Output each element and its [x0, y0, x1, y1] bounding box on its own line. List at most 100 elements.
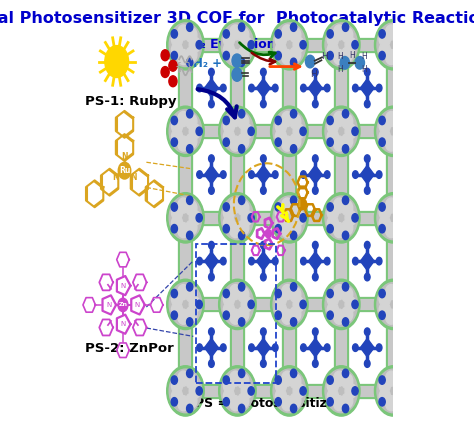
Circle shape [374, 20, 412, 70]
Circle shape [334, 50, 345, 64]
Text: PS-1: Rubpy: PS-1: Rubpy [85, 95, 177, 108]
Circle shape [325, 282, 357, 326]
Circle shape [186, 47, 197, 62]
Circle shape [189, 37, 201, 52]
Circle shape [223, 376, 229, 384]
Circle shape [223, 291, 235, 306]
Circle shape [327, 129, 338, 144]
Circle shape [178, 112, 189, 127]
Circle shape [394, 109, 401, 118]
Circle shape [385, 285, 397, 300]
Circle shape [171, 376, 177, 384]
Circle shape [342, 23, 349, 32]
Circle shape [261, 100, 266, 108]
Circle shape [282, 50, 293, 64]
Circle shape [249, 171, 255, 179]
Circle shape [186, 373, 197, 389]
Circle shape [374, 279, 412, 330]
Circle shape [196, 40, 202, 49]
Text: { }: { } [175, 61, 193, 71]
Circle shape [238, 109, 245, 118]
Circle shape [334, 198, 345, 213]
Circle shape [325, 109, 357, 153]
Circle shape [394, 404, 401, 413]
Text: N: N [135, 302, 140, 308]
Circle shape [187, 109, 193, 118]
Circle shape [301, 257, 306, 265]
Circle shape [178, 50, 189, 64]
Circle shape [186, 114, 197, 129]
Circle shape [221, 23, 254, 67]
Circle shape [186, 27, 197, 43]
Circle shape [230, 112, 241, 127]
Circle shape [248, 127, 254, 136]
Circle shape [300, 387, 306, 395]
Circle shape [186, 220, 197, 235]
Circle shape [379, 302, 391, 317]
Circle shape [404, 300, 410, 309]
Circle shape [379, 289, 385, 298]
Circle shape [237, 373, 249, 389]
Circle shape [223, 116, 229, 125]
Circle shape [327, 376, 333, 384]
Circle shape [377, 196, 410, 240]
Circle shape [301, 171, 306, 179]
Circle shape [238, 231, 245, 240]
Circle shape [209, 187, 214, 195]
Circle shape [238, 318, 245, 326]
Circle shape [290, 200, 301, 216]
Circle shape [241, 37, 252, 52]
Circle shape [290, 373, 301, 389]
Circle shape [322, 193, 360, 243]
Circle shape [300, 213, 306, 222]
Circle shape [290, 133, 301, 149]
Circle shape [379, 397, 385, 406]
Circle shape [186, 306, 197, 322]
Circle shape [118, 298, 128, 312]
Circle shape [352, 387, 358, 395]
Circle shape [385, 223, 397, 238]
Polygon shape [360, 252, 374, 270]
Circle shape [374, 193, 412, 243]
Circle shape [186, 393, 197, 408]
Circle shape [397, 37, 408, 52]
Circle shape [340, 56, 349, 69]
Circle shape [324, 257, 330, 265]
Circle shape [312, 68, 318, 76]
Circle shape [379, 291, 391, 306]
Circle shape [394, 318, 401, 326]
Circle shape [220, 84, 226, 92]
Circle shape [291, 196, 297, 205]
Text: H: H [362, 64, 367, 74]
Circle shape [342, 282, 349, 291]
Circle shape [327, 389, 338, 404]
Circle shape [273, 84, 278, 92]
Circle shape [393, 373, 405, 389]
Circle shape [379, 203, 385, 211]
Circle shape [171, 138, 177, 147]
Circle shape [379, 216, 391, 231]
Circle shape [189, 210, 201, 225]
Circle shape [291, 231, 297, 240]
Circle shape [230, 136, 241, 151]
Circle shape [275, 291, 286, 306]
Circle shape [237, 393, 249, 408]
Circle shape [186, 200, 197, 216]
Circle shape [394, 282, 401, 291]
Circle shape [230, 25, 241, 40]
Circle shape [293, 124, 304, 139]
Circle shape [187, 318, 193, 326]
Circle shape [171, 289, 177, 298]
Circle shape [341, 287, 353, 302]
Circle shape [385, 371, 397, 386]
Circle shape [393, 200, 405, 216]
Circle shape [404, 40, 410, 49]
Circle shape [271, 106, 308, 157]
Circle shape [273, 109, 306, 153]
Circle shape [376, 344, 382, 352]
Circle shape [327, 289, 333, 298]
Circle shape [271, 366, 308, 416]
Circle shape [282, 198, 293, 213]
Circle shape [404, 213, 410, 222]
Circle shape [312, 360, 318, 368]
